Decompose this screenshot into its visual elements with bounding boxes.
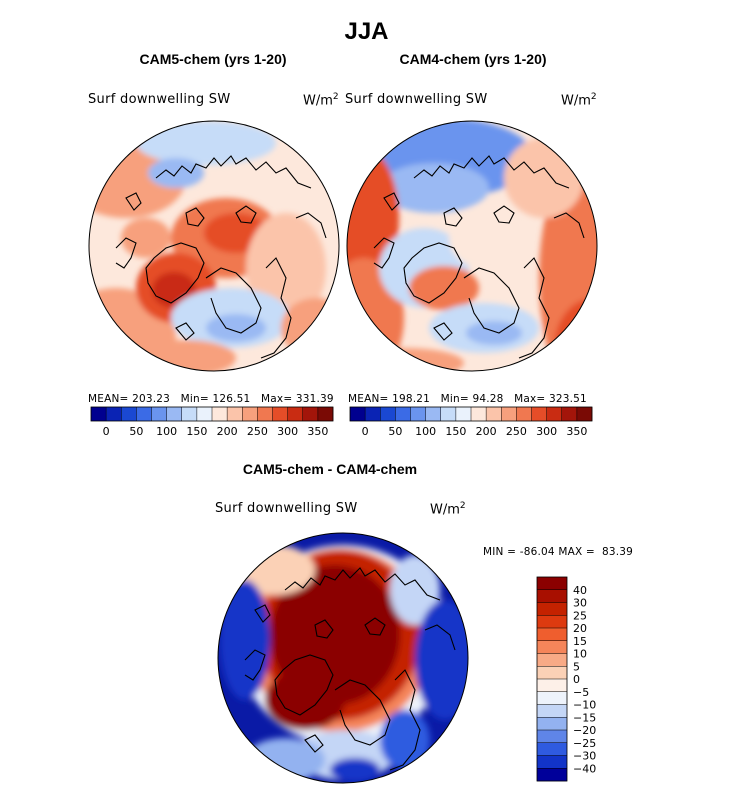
left-colorbar-color-segment bbox=[227, 407, 243, 421]
diff-colorbar-tick-label: 40 bbox=[573, 584, 587, 597]
left-panel-title: CAM5-chem (yrs 1-20) bbox=[139, 51, 287, 67]
diff-colorbar-segment bbox=[537, 602, 567, 616]
left-polar-map bbox=[88, 120, 340, 372]
right-colorbar-tick-label: 200 bbox=[476, 425, 497, 438]
left-colorbar-color-segment bbox=[151, 407, 167, 421]
diff-colorbar-segment bbox=[537, 679, 567, 693]
left-colorbar-color-segment bbox=[212, 407, 228, 421]
left-colorbar-color-segment bbox=[196, 407, 213, 421]
diff-colorbar-tick-label: 5 bbox=[573, 660, 580, 673]
right-colorbar-color-segment bbox=[501, 407, 517, 421]
diff-colorbar-segment bbox=[537, 589, 567, 603]
right-colorbar-color-segment bbox=[365, 407, 381, 421]
diff-colorbar-tick-label: 25 bbox=[573, 609, 587, 622]
diff-colorbar-tick-label: 10 bbox=[573, 648, 587, 661]
diff-colorbar-tick-label: 30 bbox=[573, 597, 587, 610]
right-colorbar-color-segment bbox=[471, 407, 487, 421]
left-variable-label: Surf downwelling SW bbox=[88, 92, 231, 107]
left-colorbar: 0 50 100 150 200 250 300 350 bbox=[90, 406, 334, 438]
diff-colorbar-segment bbox=[537, 755, 567, 769]
diff-colorbar-segment bbox=[537, 628, 567, 642]
right-colorbar-tick-label: 300 bbox=[536, 425, 557, 438]
diff-colorbar-tick-label: −20 bbox=[573, 724, 596, 737]
diff-colorbar-segment bbox=[537, 653, 567, 667]
diff-polar-map bbox=[217, 532, 469, 784]
right-unit-label: W/m2 bbox=[561, 92, 597, 109]
left-colorbar-tick-label: 150 bbox=[186, 425, 207, 438]
diff-colorbar-segment bbox=[537, 640, 567, 654]
diff-colorbar-tick-label: −30 bbox=[573, 750, 596, 763]
left-colorbar-color-segment bbox=[166, 407, 183, 421]
right-colorbar-color-segment bbox=[410, 407, 426, 421]
diff-colorbar-segment bbox=[537, 691, 567, 705]
left-colorbar-tick-label: 0 bbox=[103, 425, 110, 438]
diff-colorbar-segment bbox=[537, 615, 567, 629]
diff-colorbar-tick-label: −25 bbox=[573, 737, 596, 750]
diff-colorbar-tick-label: −5 bbox=[573, 686, 589, 699]
left-colorbar-color-segment bbox=[121, 407, 137, 421]
right-colorbar-color-segment bbox=[455, 407, 472, 421]
right-colorbar-tick-label: 150 bbox=[445, 425, 466, 438]
left-stats: MEAN= 203.23 Min= 126.51 Max= 331.39 bbox=[88, 393, 334, 405]
left-colorbar-color-segment bbox=[287, 407, 304, 421]
right-stats: MEAN= 198.21 Min= 94.28 Max= 323.51 bbox=[348, 393, 587, 405]
right-colorbar-tick-label: 100 bbox=[415, 425, 436, 438]
right-colorbar-color-segment bbox=[350, 407, 366, 421]
diff-colorbar-segment bbox=[537, 577, 567, 591]
right-colorbar-tick-label: 250 bbox=[506, 425, 527, 438]
right-colorbar: 0 50 100 150 200 250 300 350 bbox=[349, 406, 593, 438]
left-colorbar-tick-label: 350 bbox=[307, 425, 328, 438]
diff-colorbar-tick-label: −15 bbox=[573, 711, 596, 724]
right-colorbar-color-segment bbox=[380, 407, 396, 421]
right-colorbar-tick-label: 350 bbox=[566, 425, 587, 438]
diff-colorbar-tick-label: 20 bbox=[573, 622, 587, 635]
left-colorbar-color-segment bbox=[302, 407, 319, 421]
left-colorbar-tick-label: 50 bbox=[129, 425, 143, 438]
diff-colorbar-segment bbox=[537, 768, 567, 782]
diff-colorbar-tick-label: 15 bbox=[573, 635, 587, 648]
right-colorbar-color-segment bbox=[395, 407, 411, 421]
diff-colorbar-tick-label: −10 bbox=[573, 699, 596, 712]
left-unit-label: W/m2 bbox=[303, 92, 339, 109]
left-colorbar-color-segment bbox=[272, 407, 288, 421]
diff-colorbar-tick-label: −40 bbox=[573, 762, 596, 775]
diff-colorbar-segment bbox=[537, 717, 567, 731]
left-colorbar-color-segment bbox=[91, 407, 107, 421]
diff-colorbar-segment bbox=[537, 730, 567, 744]
left-colorbar-color-segment bbox=[257, 407, 273, 421]
figure-title: JJA bbox=[344, 18, 389, 45]
right-variable-label: Surf downwelling SW bbox=[345, 92, 488, 107]
right-colorbar-color-segment bbox=[531, 407, 547, 421]
left-colorbar-color-segment bbox=[136, 407, 152, 421]
right-polar-map bbox=[346, 120, 598, 372]
left-colorbar-color-segment bbox=[106, 407, 122, 421]
right-colorbar-color-segment bbox=[425, 407, 442, 421]
right-colorbar-tick-label: 0 bbox=[362, 425, 369, 438]
left-colorbar-color-segment bbox=[317, 407, 334, 421]
left-colorbar-tick-label: 250 bbox=[247, 425, 268, 438]
right-colorbar-color-segment bbox=[561, 407, 578, 421]
right-panel-title: CAM4-chem (yrs 1-20) bbox=[399, 51, 547, 67]
diff-colorbar-segment bbox=[537, 704, 567, 718]
right-colorbar-color-segment bbox=[516, 407, 532, 421]
left-colorbar-color-segment bbox=[181, 407, 198, 421]
diff-panel-title: CAM5-chem - CAM4-chem bbox=[242, 461, 418, 477]
left-colorbar-tick-label: 200 bbox=[217, 425, 238, 438]
diff-stats: MIN = -86.04 MAX = 83.39 bbox=[483, 546, 634, 558]
diff-variable-label: Surf downwelling SW bbox=[215, 501, 358, 516]
diff-colorbar-segment bbox=[537, 666, 567, 680]
left-colorbar-tick-label: 100 bbox=[156, 425, 177, 438]
right-colorbar-color-segment bbox=[576, 407, 593, 421]
diff-colorbar-segment bbox=[537, 742, 567, 756]
left-colorbar-color-segment bbox=[242, 407, 258, 421]
left-colorbar-tick-label: 300 bbox=[277, 425, 298, 438]
right-colorbar-color-segment bbox=[546, 407, 563, 421]
right-colorbar-color-segment bbox=[440, 407, 457, 421]
diff-colorbar-tick-label: 0 bbox=[573, 673, 580, 686]
right-colorbar-tick-label: 50 bbox=[388, 425, 402, 438]
right-colorbar-color-segment bbox=[486, 407, 502, 421]
diff-unit-label: W/m2 bbox=[430, 501, 466, 518]
